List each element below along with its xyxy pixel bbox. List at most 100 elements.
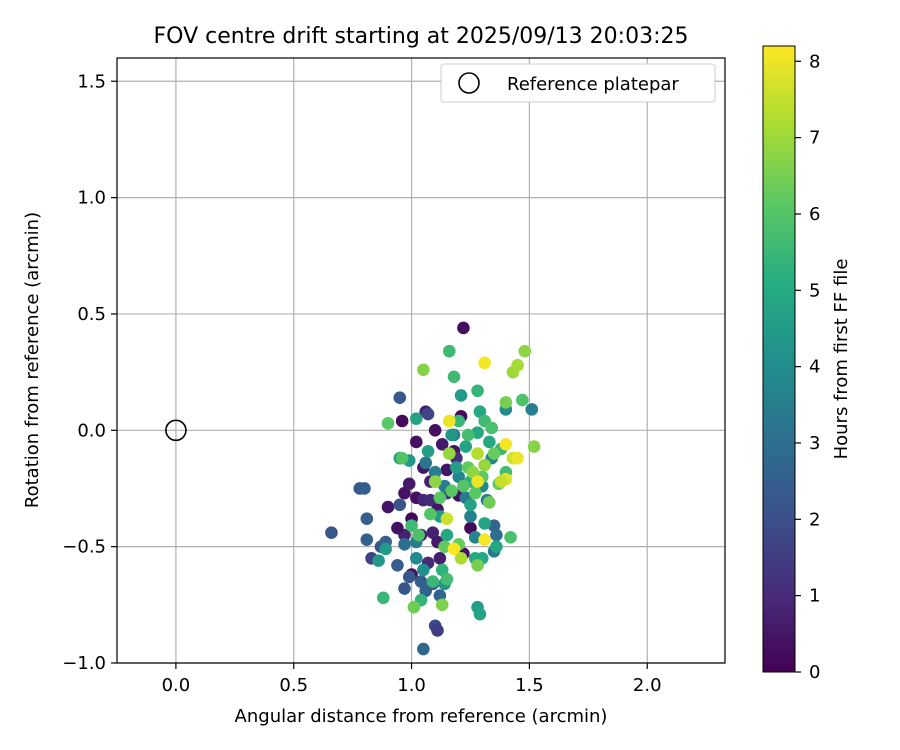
- data-point: [402, 570, 416, 584]
- scatter-points: [325, 321, 541, 656]
- data-point: [402, 477, 416, 491]
- x-tick-label: 0.5: [279, 675, 308, 696]
- data-point: [440, 463, 454, 477]
- data-point: [483, 435, 496, 449]
- y-axis: −1.0 −0.5 0.0 0.5 1.0 1.5: [62, 71, 117, 674]
- data-point: [433, 551, 447, 565]
- y-tick-label: 0.0: [77, 420, 106, 441]
- data-point: [511, 358, 524, 372]
- data-point: [504, 531, 517, 544]
- x-tick-label: 1.0: [397, 675, 426, 696]
- colorbar-tick-label: 7: [809, 128, 820, 149]
- data-point: [421, 407, 435, 421]
- legend-box: [440, 63, 716, 103]
- data-point: [428, 465, 442, 479]
- data-point: [398, 538, 411, 551]
- data-point: [412, 528, 425, 542]
- colorbar-tick-label: 6: [809, 204, 820, 225]
- data-point: [435, 598, 449, 612]
- y-tick-label: −0.5: [62, 537, 106, 558]
- data-point: [478, 356, 491, 370]
- data-point: [417, 363, 430, 377]
- data-point: [478, 458, 491, 472]
- data-point: [442, 414, 456, 428]
- data-point: [409, 435, 423, 449]
- colorbar-tick-label: 4: [809, 357, 820, 378]
- y-tick-label: 1.0: [77, 188, 106, 209]
- x-axis-label: Angular distance from reference (arcmin): [235, 706, 608, 727]
- colorbar-tick-label: 5: [809, 280, 820, 301]
- data-point: [454, 389, 468, 402]
- chart-title: FOV centre drift starting at 2025/09/13 …: [154, 24, 689, 49]
- data-point: [468, 486, 482, 500]
- x-tick-label: 2.0: [633, 675, 662, 696]
- data-point: [398, 582, 411, 595]
- data-point: [424, 493, 437, 507]
- legend: Reference platepar: [440, 63, 716, 103]
- colorbar-tick-label: 8: [809, 51, 820, 72]
- data-point: [454, 551, 468, 565]
- x-tick-label: 1.5: [515, 675, 544, 696]
- data-point: [471, 384, 484, 398]
- data-point: [518, 344, 531, 358]
- data-point: [473, 405, 487, 418]
- data-point: [459, 440, 473, 453]
- y-tick-label: 0.5: [77, 304, 106, 325]
- data-point: [414, 575, 428, 588]
- data-point: [379, 542, 392, 556]
- data-point: [421, 444, 435, 458]
- data-point: [447, 542, 461, 556]
- data-point: [499, 396, 513, 409]
- colorbar-tick-label: 3: [809, 433, 820, 454]
- data-point: [417, 563, 430, 577]
- data-point: [442, 447, 456, 460]
- data-point: [516, 393, 529, 407]
- data-point: [428, 424, 442, 437]
- colorbar-label: Hours from first FF file: [831, 259, 852, 460]
- data-point: [471, 475, 484, 488]
- data-point: [471, 426, 484, 439]
- data-point: [358, 482, 371, 495]
- data-point: [445, 428, 458, 442]
- data-point: [494, 475, 508, 488]
- x-tick-label: 0.0: [162, 675, 191, 696]
- data-point: [393, 391, 407, 405]
- data-point: [417, 642, 430, 656]
- plot-area: [116, 57, 726, 664]
- data-point: [325, 526, 338, 539]
- data-point: [376, 591, 390, 605]
- reference-platepar-marker: [165, 419, 187, 442]
- y-tick-label: 1.5: [77, 71, 106, 92]
- colorbar-tick-label: 0: [809, 662, 820, 683]
- data-point: [445, 484, 458, 498]
- colorbar-tick-label: 2: [809, 509, 820, 530]
- colorbar: 0 1 2 3 4 5 6 7 8 Hours from first FF file: [762, 45, 852, 683]
- data-point: [391, 521, 404, 535]
- data-point: [431, 624, 444, 637]
- legend-entry-reference: Reference platepar: [507, 74, 679, 95]
- y-axis-label: Rotation from reference (arcmin): [22, 212, 43, 508]
- data-point: [409, 551, 423, 565]
- data-point: [433, 491, 447, 505]
- data-point: [395, 414, 409, 428]
- data-point: [409, 412, 423, 425]
- colorbar-gradient: [762, 45, 796, 673]
- data-point: [525, 403, 539, 416]
- data-point: [490, 540, 503, 553]
- data-point: [442, 344, 456, 358]
- data-point: [360, 533, 374, 546]
- data-point: [447, 370, 461, 384]
- data-point: [471, 558, 484, 572]
- data-point: [428, 475, 442, 488]
- data-point: [471, 447, 484, 460]
- y-tick-label: −1.0: [62, 653, 106, 674]
- data-point: [419, 456, 433, 470]
- data-point: [407, 600, 421, 614]
- data-point: [381, 500, 395, 514]
- data-point: [511, 451, 524, 465]
- data-point: [473, 607, 487, 621]
- data-point: [527, 440, 541, 453]
- data-point: [381, 417, 395, 430]
- data-point: [461, 428, 475, 442]
- data-point: [398, 486, 411, 500]
